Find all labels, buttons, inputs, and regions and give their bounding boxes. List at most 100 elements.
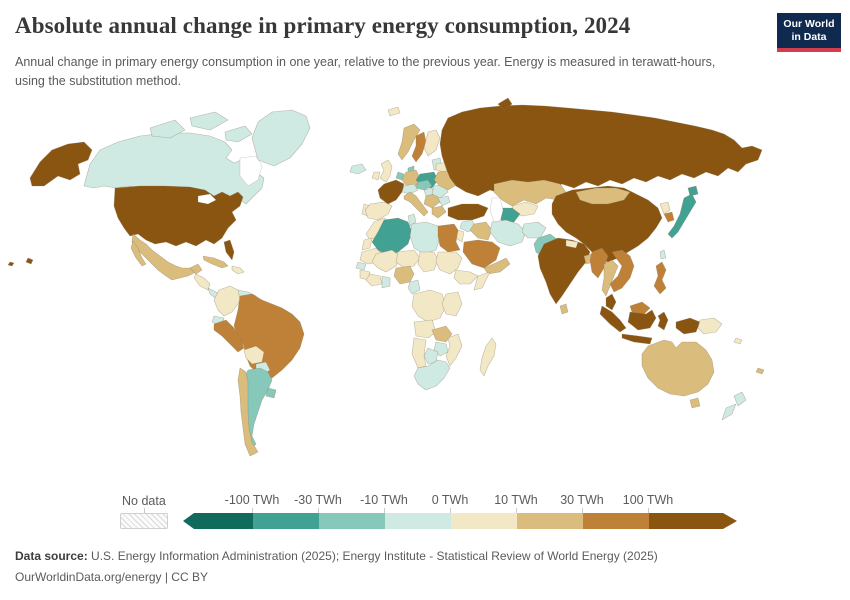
legend-bin--100--30[interactable] [253,513,319,529]
country-south-africa[interactable] [413,359,451,391]
country-ghana[interactable] [381,275,391,289]
country-ireland[interactable] [371,171,381,181]
country-iran[interactable] [489,219,527,247]
country-sudan[interactable] [435,251,463,275]
country-saudi-arabia[interactable] [462,239,501,269]
country-india[interactable] [537,237,591,305]
country-canada-arctic-3[interactable] [224,125,253,143]
country-bolivia[interactable] [243,345,265,365]
country-japan-hokkaido[interactable] [687,185,699,197]
country-papua-new-guinea[interactable] [697,317,723,335]
country-australia[interactable] [641,339,715,397]
country-china[interactable] [551,185,663,263]
country-hispaniola[interactable] [231,265,245,275]
country-russia-novaya-zemlya[interactable] [497,97,513,111]
country-chad[interactable] [417,251,439,273]
country-iraq[interactable] [469,221,493,241]
country-niger[interactable] [395,249,421,269]
country-mozambique[interactable] [445,333,463,367]
country-united-kingdom[interactable] [379,159,393,183]
country-alaska[interactable] [29,141,93,187]
country-senegal[interactable] [355,261,367,271]
owid-logo[interactable]: Our World in Data [777,13,841,53]
owid-energy-link[interactable]: OurWorldinData.org/energy [15,570,162,584]
country-bulgaria[interactable] [437,195,451,207]
country-nepal[interactable] [565,239,579,249]
country-cote-divoire[interactable] [365,273,383,287]
no-data-swatch[interactable] [120,513,168,529]
country-namibia[interactable] [411,337,427,369]
country-finland[interactable] [423,129,441,157]
country-italy[interactable] [403,191,429,217]
country-japan[interactable] [667,193,697,239]
country-libya[interactable] [409,221,441,255]
country-mexico-yucatan[interactable] [189,263,203,275]
country-canada-arctic-2[interactable] [189,111,229,131]
country-vietnam-laos-cambodia[interactable] [609,249,635,293]
country-brazil[interactable] [233,293,305,381]
country-norway[interactable] [397,123,421,161]
country-thailand[interactable] [601,259,619,297]
country-malaysia[interactable] [605,293,617,311]
country-ethiopia[interactable] [453,269,479,285]
country-cuba[interactable] [202,255,229,269]
country-colombia[interactable] [213,285,243,317]
country-new-zealand-south[interactable] [721,403,737,421]
country-angola[interactable] [413,319,437,339]
country-sweden[interactable] [411,131,427,163]
country-cameroon[interactable] [407,279,421,295]
country-mongolia[interactable] [575,187,631,205]
country-russia[interactable] [439,104,763,197]
country-mexico-baja[interactable] [130,240,147,267]
legend-bin--10-0[interactable] [385,513,451,529]
country-fiji[interactable] [755,367,765,375]
country-western-sahara[interactable] [361,237,373,251]
country-hawaii-2[interactable] [7,261,15,267]
country-egypt[interactable] [437,223,461,253]
country-kenya-tanzania[interactable] [441,291,463,317]
country-papua-indonesia[interactable] [675,317,701,335]
legend-bin-0-10[interactable] [451,513,517,529]
country-somalia[interactable] [473,271,491,291]
country-kazakhstan[interactable] [493,179,567,207]
country-sulawesi-indonesia[interactable] [657,311,669,331]
country-sumatra-indonesia[interactable] [599,305,627,333]
country-tasmania[interactable] [689,397,701,409]
country-tunisia[interactable] [407,213,417,227]
country-myanmar[interactable] [589,247,609,279]
country-philippines[interactable] [653,261,667,295]
country-borneo-malaysia[interactable] [629,301,651,315]
country-borneo-indonesia[interactable] [627,309,657,331]
country-botswana[interactable] [423,347,439,365]
country-java-indonesia[interactable] [621,333,653,345]
legend-bin--30--10[interactable] [319,513,385,529]
country-south-korea[interactable] [663,211,675,223]
country-chile[interactable] [237,367,259,457]
country-taiwan[interactable] [659,249,667,260]
country-canada-arctic-1[interactable] [149,119,186,139]
country-greece[interactable] [431,205,447,219]
country-france[interactable] [377,179,405,205]
country-guatemala[interactable] [193,273,211,291]
country-svalbard[interactable] [387,106,401,117]
country-turkey[interactable] [447,203,489,221]
country-afghanistan[interactable] [521,221,547,239]
country-switzerland-austria[interactable] [401,183,419,195]
country-drc[interactable] [411,289,447,323]
country-czechia-slovakia[interactable] [415,179,433,191]
country-iceland[interactable] [349,163,367,175]
country-mali[interactable] [371,249,401,273]
country-sri-lanka[interactable] [559,303,569,315]
legend-bin-10-30[interactable] [517,513,583,529]
country-uruguay[interactable] [265,387,277,399]
country-peru[interactable] [213,319,245,353]
legend-bin-gt100[interactable] [649,513,737,529]
country-hawaii[interactable] [25,257,34,265]
country-north-korea[interactable] [659,201,671,215]
country-madagascar[interactable] [479,337,497,377]
country-spain[interactable] [364,201,393,221]
country-solomon-islands[interactable] [733,337,743,345]
legend-bin-lt-100[interactable] [183,513,253,529]
legend-bin-30-100[interactable] [583,513,649,529]
